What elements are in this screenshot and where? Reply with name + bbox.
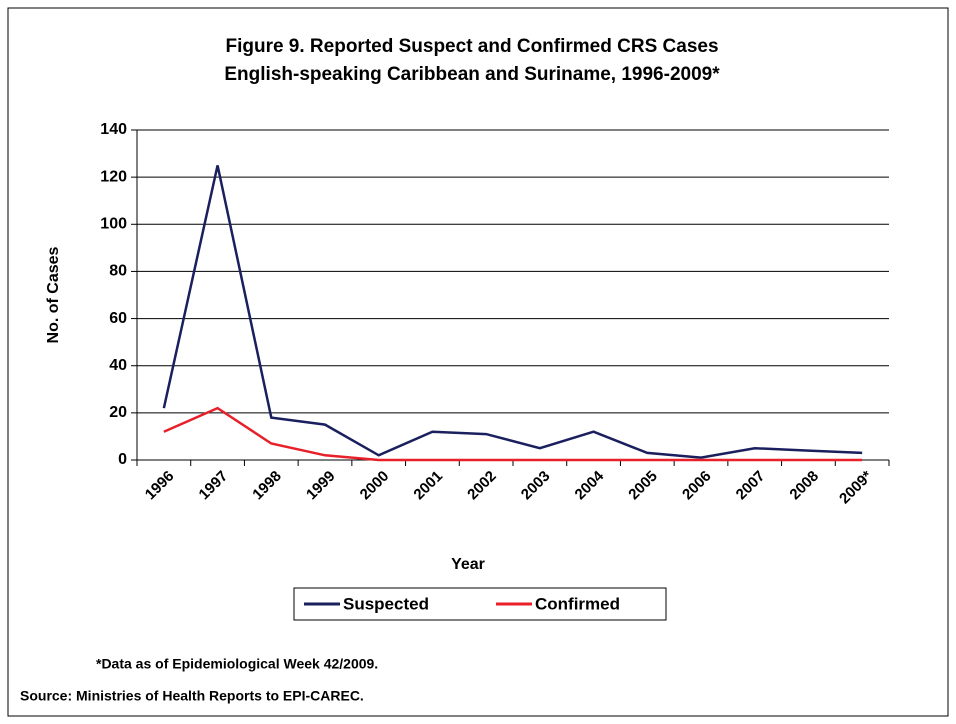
y-tick-label: 0: [118, 451, 127, 468]
x-tick-label: 2007: [733, 468, 769, 504]
y-tick-label: 100: [100, 216, 127, 233]
x-tick-label: 2004: [572, 467, 608, 503]
x-tick-label: 1999: [303, 468, 339, 504]
legend-box: [293, 587, 667, 621]
legend-label: Confirmed: [535, 594, 620, 613]
x-tick-label: 1997: [196, 468, 232, 504]
x-tick-label: 2008: [786, 468, 822, 504]
y-axis-label: No. of Cases: [45, 246, 62, 343]
y-tick-label: 120: [100, 168, 127, 185]
y-tick-label: 60: [109, 310, 127, 327]
x-tick-label: 1998: [249, 468, 285, 504]
x-tick-label: 2006: [679, 468, 715, 504]
x-tick-label: 2001: [410, 468, 446, 504]
x-tick-label: 2003: [518, 468, 554, 504]
chart-subtitle: English-speaking Caribbean and Suriname,…: [224, 64, 720, 85]
x-tick-label: 2002: [464, 468, 500, 504]
x-tick-label: 2005: [625, 468, 661, 504]
series-line: [163, 406, 863, 462]
legend-label: Suspected: [343, 594, 429, 613]
x-tick-label: 2009*: [836, 468, 876, 508]
y-tick-label: 140: [100, 121, 127, 138]
footnote: *Data as of Epidemiological Week 42/2009…: [96, 656, 378, 672]
chart-title: Figure 9. Reported Suspect and Confirmed…: [225, 36, 718, 57]
series-line: [162, 165, 863, 459]
x-axis-label: Year: [451, 556, 485, 573]
source: Source: Ministries of Health Reports to …: [20, 688, 364, 704]
y-tick-label: 20: [109, 404, 127, 421]
y-tick-label: 40: [109, 357, 127, 374]
x-tick-label: 2000: [357, 468, 393, 504]
x-tick-label: 1996: [142, 468, 178, 504]
frame: [7, 7, 949, 717]
y-tick-label: 80: [109, 263, 127, 280]
